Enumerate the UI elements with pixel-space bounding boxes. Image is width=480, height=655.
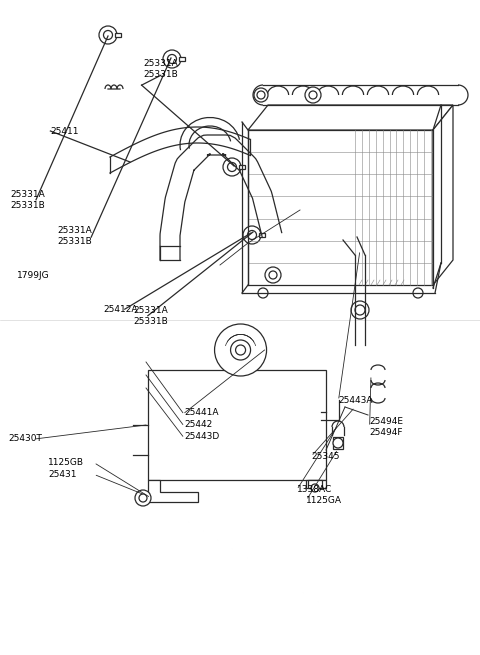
Circle shape [139, 494, 147, 502]
Circle shape [163, 50, 181, 68]
Text: 1125GB: 1125GB [48, 458, 84, 467]
Polygon shape [433, 105, 453, 285]
Text: 25331A
25331B: 25331A 25331B [58, 226, 92, 246]
Bar [148, 370, 326, 480]
Circle shape [413, 288, 423, 298]
Text: 1799JG: 1799JG [17, 271, 49, 280]
Text: 25443D: 25443D [185, 432, 220, 441]
Circle shape [228, 162, 237, 172]
Bar [179, 57, 185, 61]
Circle shape [236, 345, 246, 355]
Polygon shape [248, 105, 453, 130]
Circle shape [254, 88, 268, 102]
Text: 25431: 25431 [48, 470, 76, 479]
Text: 1125GA: 1125GA [306, 496, 342, 505]
Circle shape [265, 267, 281, 283]
Circle shape [243, 226, 261, 244]
Text: 25345: 25345 [311, 452, 339, 461]
Circle shape [333, 438, 343, 448]
Bar [259, 233, 265, 237]
Circle shape [355, 305, 365, 315]
Circle shape [215, 324, 266, 376]
Bar [248, 130, 433, 285]
Polygon shape [306, 480, 326, 488]
Circle shape [230, 340, 251, 360]
Circle shape [223, 158, 241, 176]
Circle shape [351, 301, 369, 319]
Text: 25412A: 25412A [103, 305, 138, 314]
Circle shape [216, 326, 264, 374]
Circle shape [258, 288, 268, 298]
Circle shape [305, 87, 321, 103]
Circle shape [269, 271, 277, 279]
Circle shape [99, 26, 117, 44]
Polygon shape [148, 480, 198, 502]
Bar [115, 33, 121, 37]
Text: 25441A: 25441A [185, 408, 219, 417]
Circle shape [135, 490, 151, 506]
Circle shape [168, 54, 177, 64]
Circle shape [309, 91, 317, 99]
Text: 25430T: 25430T [9, 434, 43, 443]
Circle shape [248, 231, 256, 240]
Text: 25331A
25331B: 25331A 25331B [133, 306, 168, 326]
Circle shape [257, 91, 265, 99]
Circle shape [311, 484, 319, 492]
Text: 25331A
25331B: 25331A 25331B [11, 190, 45, 210]
Text: 25331A
25331B: 25331A 25331B [144, 59, 178, 79]
Text: 25442: 25442 [185, 420, 213, 429]
Text: 25443A: 25443A [338, 396, 373, 405]
Text: 25411: 25411 [50, 126, 79, 136]
Text: 1338AC: 1338AC [297, 485, 332, 495]
Bar [239, 165, 245, 169]
Text: 25494E
25494F: 25494E 25494F [370, 417, 404, 437]
Bar [308, 480, 322, 488]
Bar [333, 437, 343, 449]
Circle shape [221, 330, 261, 370]
Circle shape [104, 31, 112, 39]
